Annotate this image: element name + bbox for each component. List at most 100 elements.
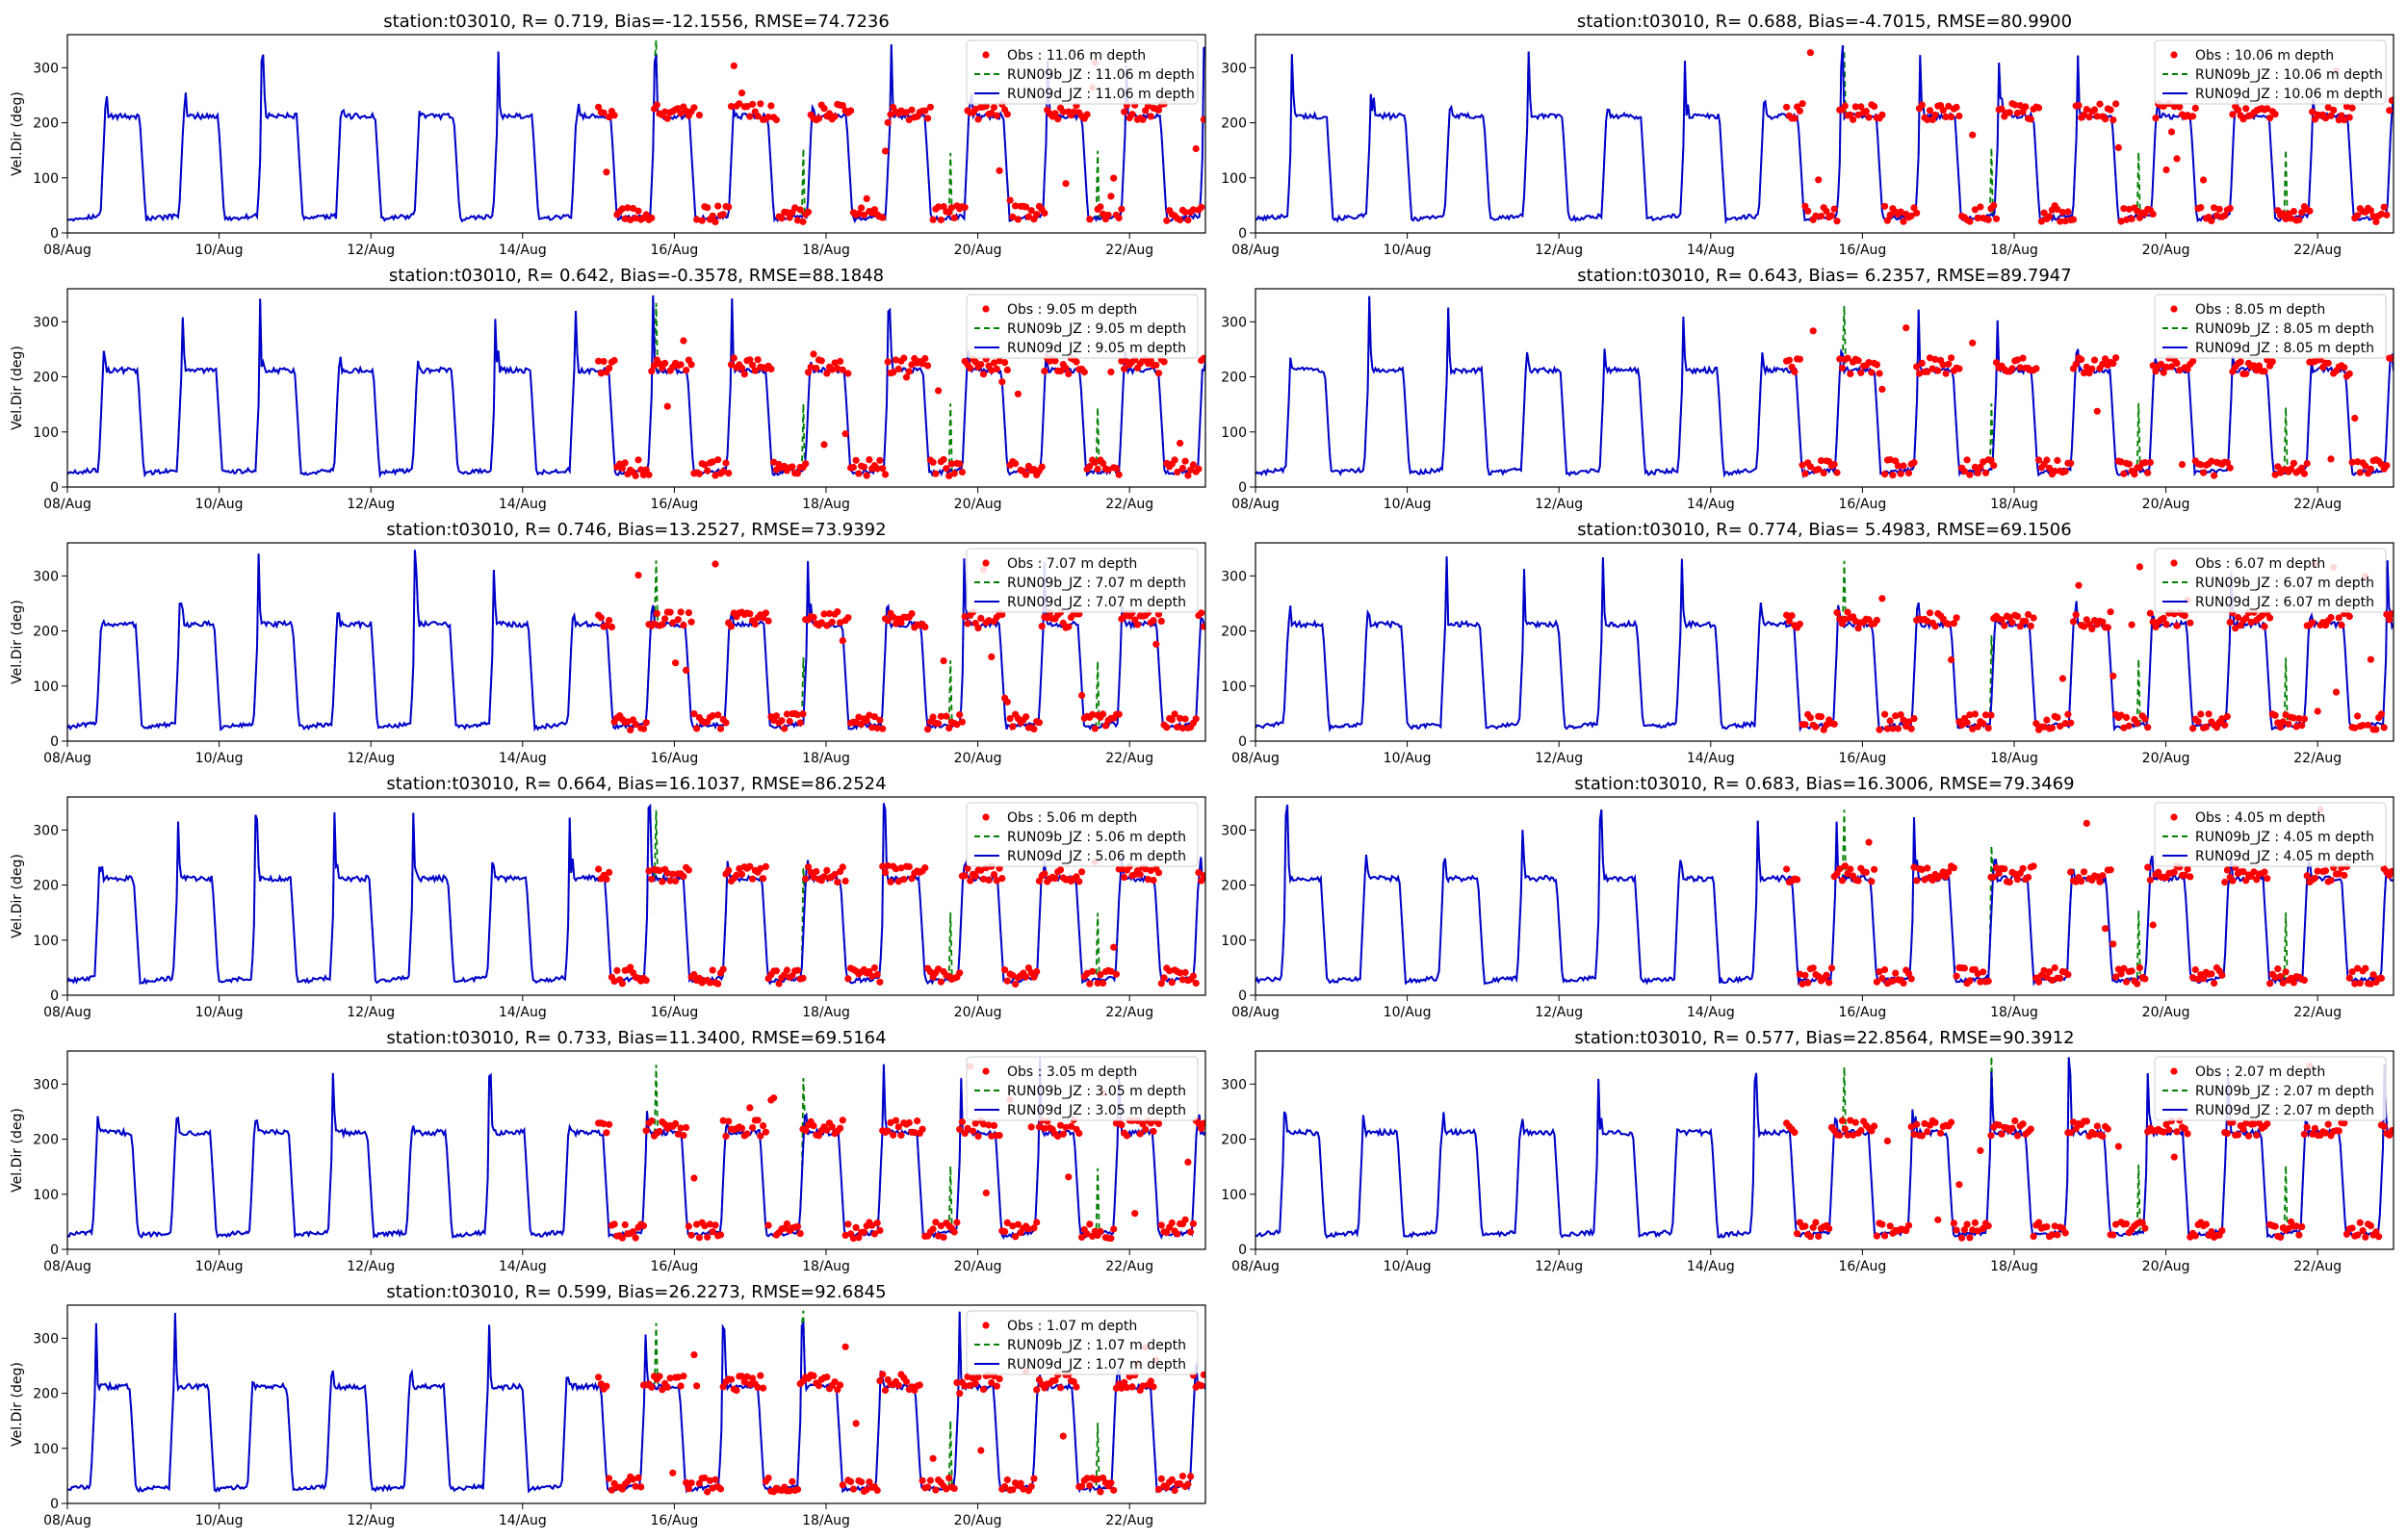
obs-point (2037, 218, 2045, 225)
obs-point (1984, 216, 1992, 223)
obs-point (1950, 1219, 1957, 1227)
obs-point (849, 1235, 858, 1243)
obs-point (1847, 370, 1854, 377)
obs-point (1873, 1232, 1880, 1240)
obs-point (2090, 356, 2099, 364)
obs-point (2239, 1125, 2247, 1133)
obs-point (2114, 1142, 2122, 1150)
obs-point (2117, 218, 2125, 225)
obs-point (2080, 623, 2088, 630)
obs-point (876, 1377, 884, 1385)
x-tick-label: 22/Aug (1105, 243, 1153, 258)
obs-point (1871, 865, 1878, 873)
obs-point (793, 966, 802, 974)
obs-point (716, 1231, 725, 1239)
obs-point (1841, 615, 1849, 624)
obs-point (2144, 724, 2152, 732)
obs-point (2356, 979, 2364, 988)
obs-point (2001, 622, 2008, 629)
obs-point (2011, 101, 2019, 109)
obs-point (1147, 1119, 1154, 1127)
obs-point (687, 618, 695, 626)
obs-point (2072, 360, 2080, 368)
obs-point (2173, 1128, 2181, 1136)
obs-point (606, 868, 613, 877)
obs-point (2109, 116, 2117, 124)
obs-point (1894, 462, 1902, 470)
obs-point (1998, 616, 2006, 624)
x-tick-label: 16/Aug (1838, 1005, 1886, 1020)
obs-point (2160, 1128, 2167, 1136)
obs-point (2338, 621, 2345, 629)
obs-point (841, 1343, 849, 1350)
obs-point (1783, 865, 1791, 873)
obs-point (687, 361, 695, 369)
obs-point (1796, 620, 1803, 628)
obs-point (905, 862, 913, 871)
obs-point (2067, 459, 2075, 467)
obs-point (1889, 472, 1897, 479)
obs-point (1815, 1232, 1823, 1241)
obs-point (1184, 472, 1192, 479)
obs-point (1815, 176, 1823, 184)
obs-point (2324, 359, 2332, 367)
obs-point (839, 1116, 846, 1124)
obs-point (979, 875, 988, 883)
obs-point (1118, 357, 1126, 365)
plot-frame (1255, 542, 2394, 742)
obs-point (2377, 210, 2385, 218)
obs-point (2030, 862, 2037, 870)
obs-point (600, 1120, 608, 1128)
obs-point (1168, 1476, 1176, 1483)
x-tick-label: 08/Aug (43, 1259, 91, 1274)
obs-point (1131, 1210, 1139, 1218)
obs-point (2208, 217, 2215, 224)
obs-point (1801, 721, 1809, 729)
obs-point (2061, 1229, 2069, 1237)
obs-point (709, 712, 716, 720)
series-obs-points (1783, 49, 2394, 225)
obs-point (2232, 625, 2239, 632)
obs-point (1157, 1221, 1165, 1229)
obs-point (749, 1374, 757, 1382)
obs-point (937, 978, 945, 986)
obs-point (2061, 720, 2069, 728)
obs-point (2223, 1129, 2231, 1138)
obs-point (1144, 876, 1152, 884)
obs-point (884, 617, 892, 625)
obs-point (823, 622, 831, 629)
obs-point (1857, 1126, 1865, 1135)
obs-point (1971, 1219, 1979, 1226)
obs-point (1904, 969, 1913, 978)
obs-point (1907, 975, 1915, 983)
obs-point (714, 456, 722, 464)
x-tick-label: 20/Aug (2142, 243, 2190, 258)
obs-point (950, 470, 958, 477)
legend-entry: RUN09b_JZ : 5.06 m depth (1007, 830, 1186, 845)
obs-point (1966, 218, 1974, 225)
obs-point (2083, 106, 2090, 114)
obs-point (2123, 216, 2131, 223)
obs-point (1889, 977, 1897, 985)
obs-point (996, 1132, 1003, 1140)
obs-point (1065, 623, 1073, 630)
obs-point (1104, 466, 1112, 474)
obs-point (964, 864, 971, 872)
obs-point (2279, 979, 2287, 987)
obs-point (2345, 370, 2353, 377)
obs-point (2264, 875, 2271, 883)
obs-point (789, 1477, 796, 1485)
subplot-title: station:t03010, R= 0.664, Bias=16.1037, … (386, 774, 886, 794)
obs-point (1094, 979, 1101, 987)
obs-point (1892, 712, 1900, 720)
obs-point (1878, 111, 1886, 118)
obs-point (767, 102, 775, 110)
obs-point (1142, 1125, 1150, 1133)
subplot-title: station:t03010, R= 0.774, Bias= 5.4983, … (1577, 520, 2071, 540)
obs-point (1056, 1384, 1065, 1392)
x-tick-label: 22/Aug (1105, 751, 1153, 766)
x-tick-label: 20/Aug (2142, 1005, 2190, 1020)
obs-point (746, 1104, 754, 1112)
obs-point (958, 718, 967, 726)
obs-point (2008, 1124, 2016, 1132)
